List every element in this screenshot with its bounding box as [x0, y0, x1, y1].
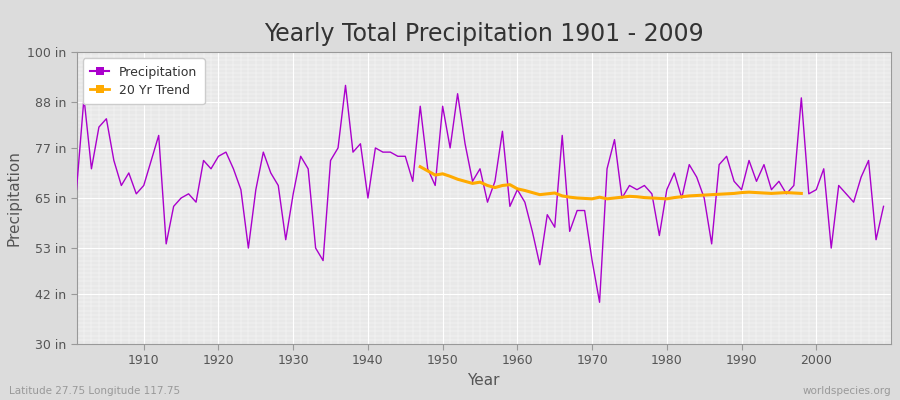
X-axis label: Year: Year: [467, 373, 500, 388]
Y-axis label: Precipitation: Precipitation: [6, 150, 22, 246]
Text: Latitude 27.75 Longitude 117.75: Latitude 27.75 Longitude 117.75: [9, 386, 180, 396]
Text: worldspecies.org: worldspecies.org: [803, 386, 891, 396]
Title: Yearly Total Precipitation 1901 - 2009: Yearly Total Precipitation 1901 - 2009: [264, 22, 704, 46]
Legend: Precipitation, 20 Yr Trend: Precipitation, 20 Yr Trend: [83, 58, 205, 104]
